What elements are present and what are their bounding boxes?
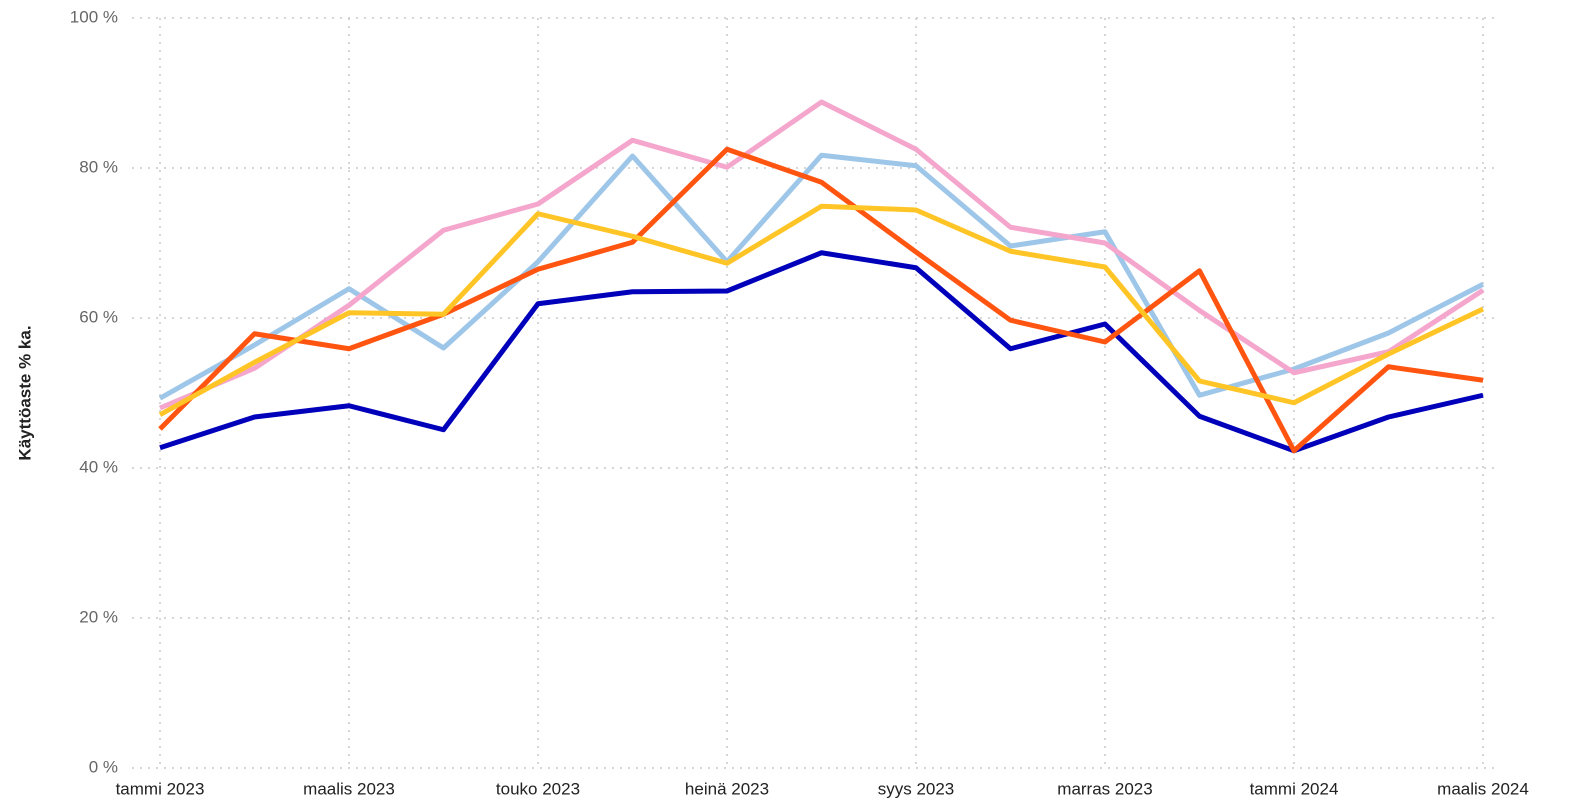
series-line: [158, 152, 1485, 401]
series-line: [159, 99, 1485, 411]
y-tick-label: 0 %: [89, 757, 118, 776]
y-tick-label: 40 %: [79, 457, 118, 476]
series-line: [158, 146, 1484, 454]
x-tick-label: tammi 2024: [1250, 779, 1339, 798]
y-axis-title: Käyttöaste % ka.: [15, 325, 34, 460]
y-tick-label: 60 %: [79, 307, 118, 326]
x-tick-label: syys 2023: [878, 779, 955, 798]
y-tick-label: 20 %: [79, 607, 118, 626]
x-tick-label: tammi 2023: [116, 779, 205, 798]
series-line: [158, 203, 1485, 417]
y-tick-label: 100 %: [70, 7, 118, 26]
series-line: [159, 250, 1484, 454]
x-tick-label: heinä 2023: [685, 779, 769, 798]
x-tick-label: touko 2023: [496, 779, 580, 798]
x-tick-label: maalis 2023: [303, 779, 395, 798]
y-tick-label: 80 %: [79, 157, 118, 176]
x-tick-label: marras 2023: [1057, 779, 1152, 798]
x-tick-label: maalis 2024: [1437, 779, 1529, 798]
